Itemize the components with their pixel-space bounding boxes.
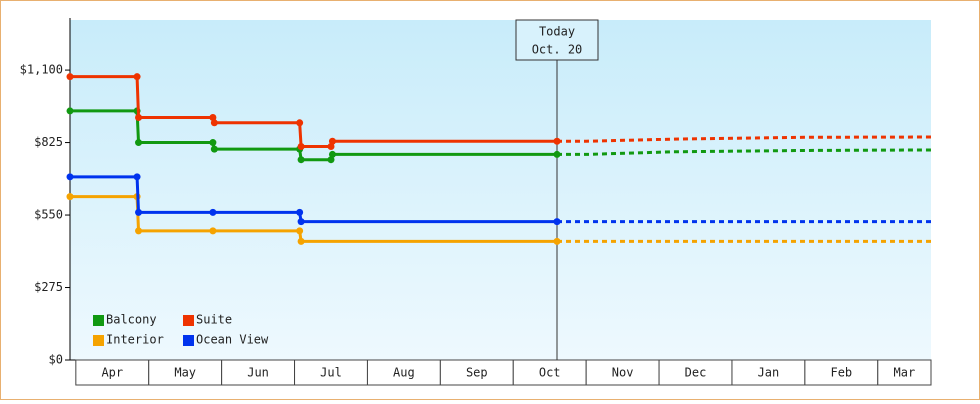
price-point bbox=[297, 143, 305, 151]
price-point bbox=[210, 119, 218, 127]
price-point bbox=[297, 218, 305, 226]
price-point bbox=[296, 227, 304, 235]
legend-swatch bbox=[93, 335, 104, 346]
legend-swatch bbox=[183, 335, 194, 346]
forecast-line bbox=[557, 135, 932, 143]
price-point bbox=[209, 227, 217, 235]
x-tick-label: Dec bbox=[685, 366, 707, 380]
today-box bbox=[515, 19, 599, 61]
price-point bbox=[553, 150, 561, 158]
price-point bbox=[135, 114, 143, 122]
price-point bbox=[327, 143, 335, 151]
price-point bbox=[328, 150, 336, 158]
price-point bbox=[296, 208, 304, 216]
forecast-line bbox=[557, 148, 932, 156]
price-point bbox=[297, 156, 305, 164]
price-point bbox=[66, 193, 74, 201]
x-tick-label: Nov bbox=[612, 366, 634, 380]
x-tick-label: Aug bbox=[393, 366, 415, 380]
x-band bbox=[366, 359, 441, 386]
legend-label: Interior bbox=[106, 333, 164, 347]
price-point bbox=[209, 114, 217, 122]
x-tick-label: Jun bbox=[247, 366, 269, 380]
today-label: Today bbox=[539, 25, 575, 39]
price-point bbox=[553, 137, 561, 145]
legend-label: Suite bbox=[196, 313, 232, 327]
x-band bbox=[221, 359, 296, 386]
x-band bbox=[148, 359, 223, 386]
x-tick-label: Sep bbox=[466, 366, 488, 380]
y-tick-label: $1,100 bbox=[20, 63, 63, 77]
x-tick-label: Jan bbox=[758, 366, 780, 380]
x-band bbox=[731, 359, 806, 386]
x-band bbox=[75, 359, 150, 386]
plot-area bbox=[70, 20, 931, 360]
price-point bbox=[135, 208, 143, 216]
y-tick-label: $275 bbox=[34, 280, 63, 294]
today-date: Oct. 20 bbox=[532, 43, 583, 57]
y-tick-label: $0 bbox=[49, 353, 63, 367]
price-point bbox=[297, 237, 305, 245]
x-tick-label: Mar bbox=[894, 366, 916, 380]
price-point bbox=[327, 156, 335, 164]
x-band bbox=[585, 359, 660, 386]
legend-label: Ocean View bbox=[196, 333, 269, 347]
price-point bbox=[553, 218, 561, 226]
x-tick-label: Feb bbox=[830, 366, 852, 380]
price-point bbox=[209, 208, 217, 216]
price-point bbox=[133, 173, 141, 181]
price-point bbox=[133, 73, 141, 81]
x-band bbox=[877, 359, 932, 386]
price-point bbox=[66, 107, 74, 115]
x-tick-label: Oct bbox=[539, 366, 561, 380]
x-tick-label: Jul bbox=[320, 366, 342, 380]
legend-swatch bbox=[183, 315, 194, 326]
x-tick-label: May bbox=[174, 366, 196, 380]
price-point bbox=[296, 119, 304, 127]
price-point bbox=[328, 137, 336, 145]
price-point bbox=[66, 73, 74, 81]
legend-swatch bbox=[93, 315, 104, 326]
price-point bbox=[209, 139, 217, 147]
y-tick-label: $550 bbox=[34, 208, 63, 222]
price-point bbox=[66, 173, 74, 181]
legend-label: Balcony bbox=[106, 313, 157, 327]
x-band bbox=[294, 359, 368, 386]
price-point bbox=[553, 237, 561, 245]
price-point bbox=[210, 145, 218, 153]
price-point bbox=[135, 227, 143, 235]
price-point bbox=[135, 139, 143, 147]
y-tick-label: $825 bbox=[34, 135, 63, 149]
x-tick-label: Apr bbox=[101, 366, 123, 380]
